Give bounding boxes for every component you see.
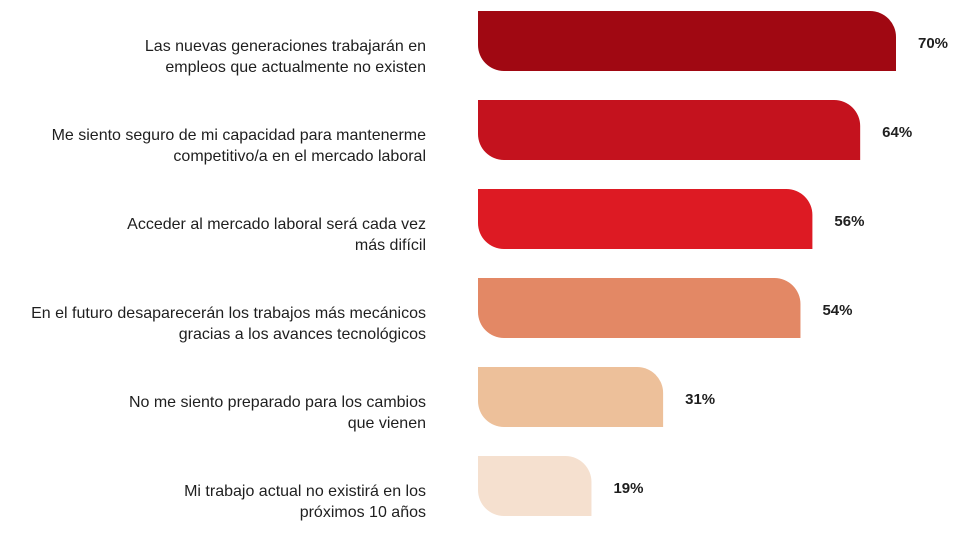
bar-6 <box>478 456 592 516</box>
bar-2 <box>478 100 861 160</box>
bar-3 <box>478 189 813 249</box>
value-label-5: 31% <box>685 391 715 408</box>
category-label-5-line-2: que vienen <box>348 415 426 432</box>
value-label-4: 54% <box>822 302 852 319</box>
value-label-2: 64% <box>882 124 912 141</box>
category-label-3-line-2: más difícil <box>355 237 426 254</box>
category-label-2-line-1: Me siento seguro de mi capacidad para ma… <box>52 127 427 144</box>
category-label-1-line-1: Las nuevas generaciones trabajarán en <box>145 38 426 55</box>
bar-1 <box>478 11 896 71</box>
value-label-1: 70% <box>918 35 948 52</box>
category-label-4-line-1: En el futuro desaparecerán los trabajos … <box>31 305 426 322</box>
category-label-1-line-2: empleos que actualmente no existen <box>165 59 426 76</box>
bar-5 <box>478 367 664 427</box>
category-label-4-line-2: gracias a los avances tecnológicos <box>179 326 426 343</box>
category-label-6-line-2: próximos 10 años <box>300 504 426 521</box>
category-label-3-line-1: Acceder al mercado laboral será cada vez <box>127 216 426 233</box>
category-label-2-line-2: competitivo/a en el mercado laboral <box>173 148 426 165</box>
category-label-5-line-1: No me siento preparado para los cambios <box>129 394 426 411</box>
category-label-6-line-1: Mi trabajo actual no existirá en los <box>184 483 426 500</box>
value-label-3: 56% <box>834 213 864 230</box>
bar-4 <box>478 278 801 338</box>
value-label-6: 19% <box>613 480 643 497</box>
